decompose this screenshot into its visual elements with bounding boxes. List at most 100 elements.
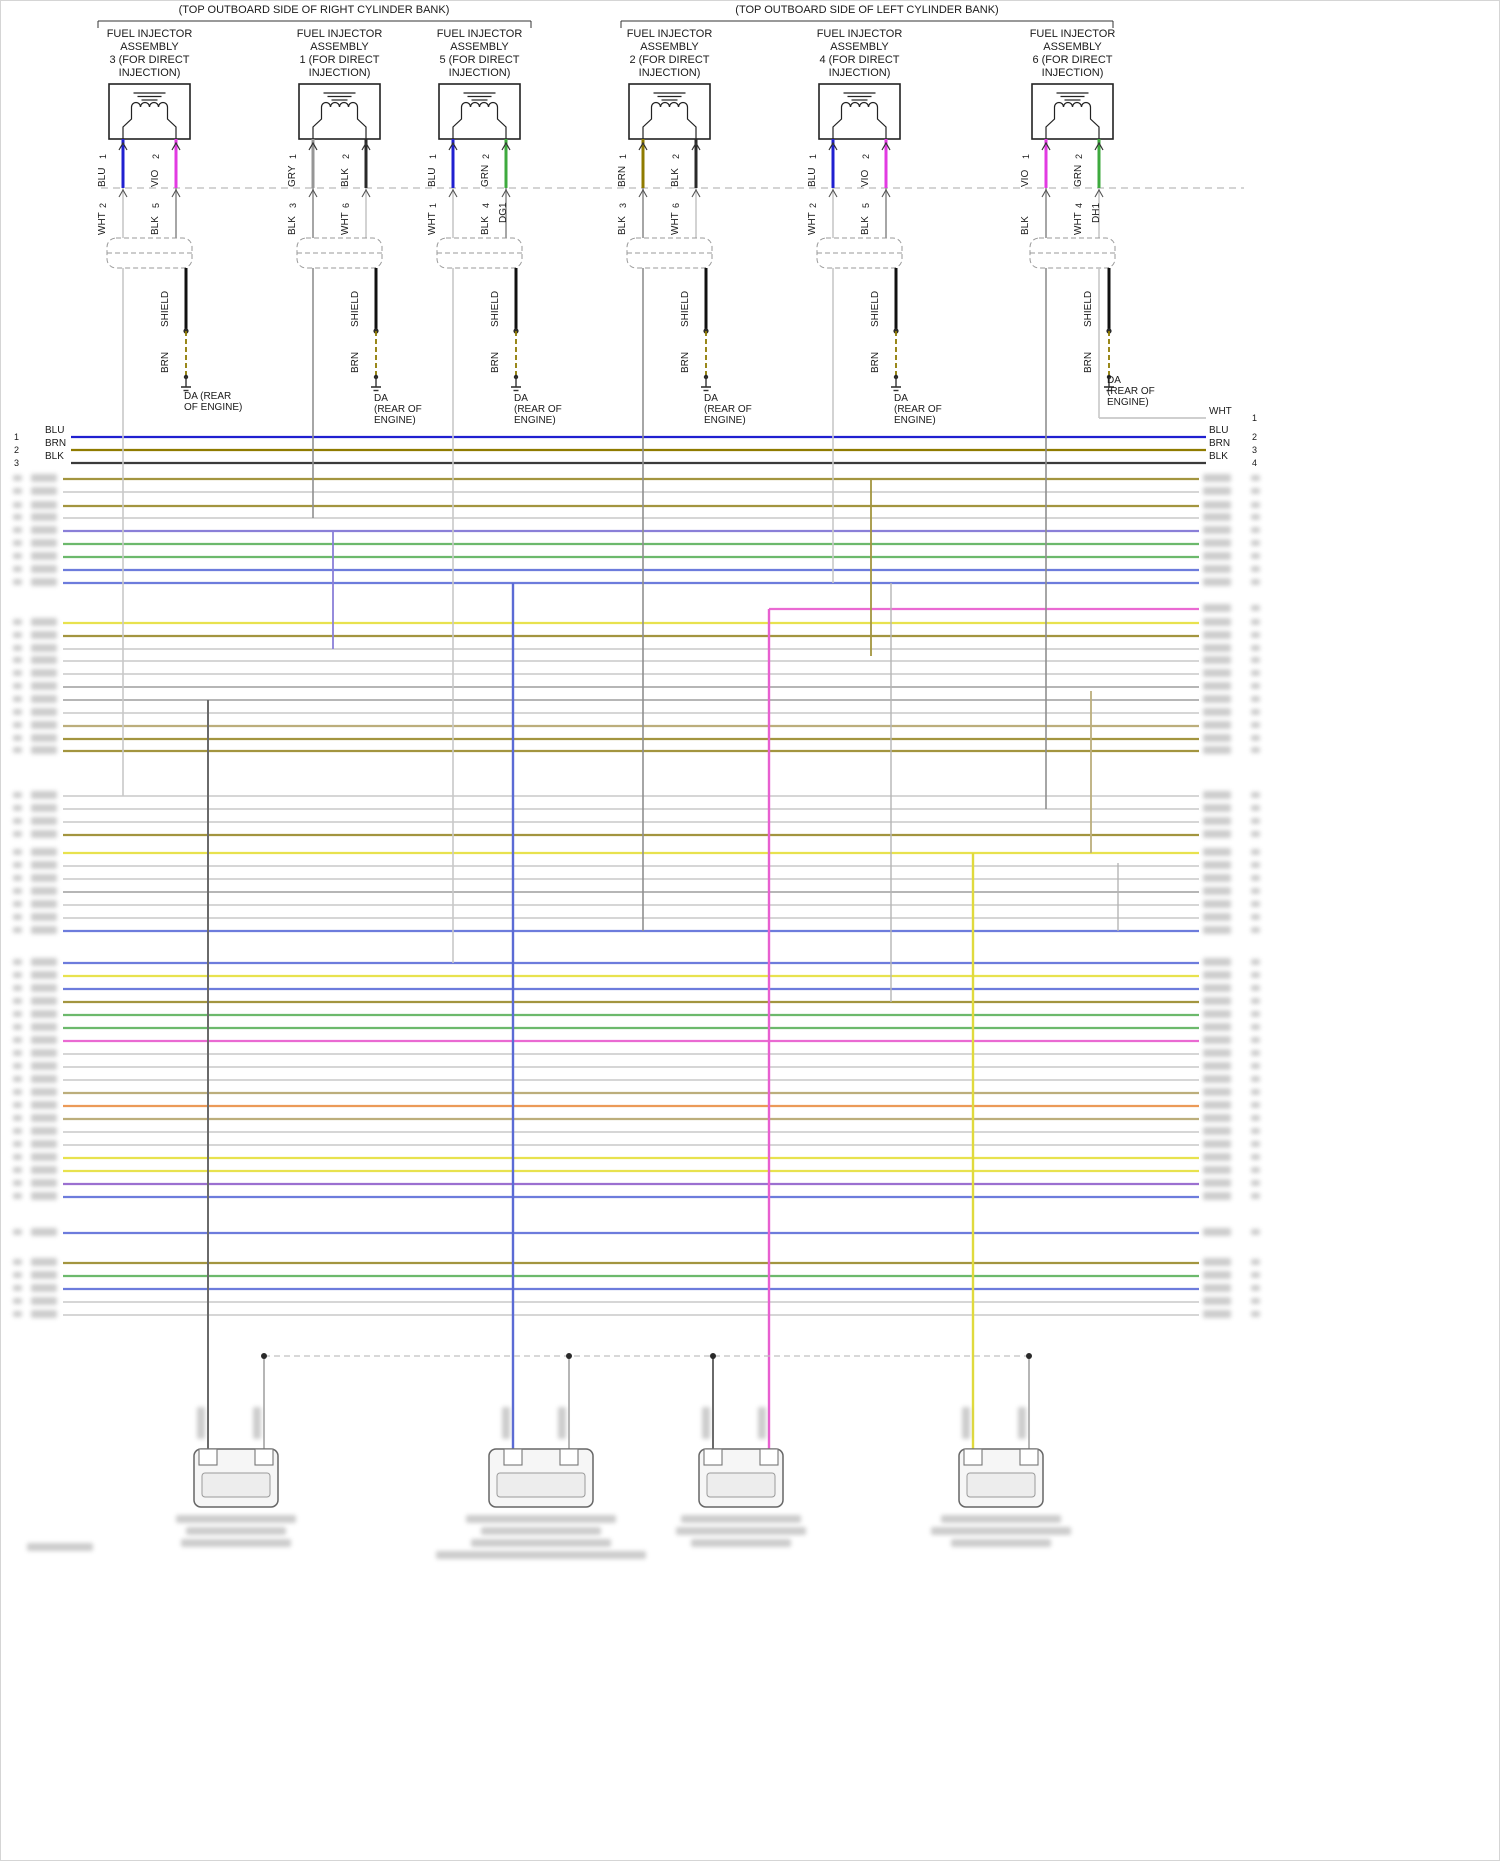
blurred-text-stub [1203, 552, 1231, 560]
injector-title-line: FUEL INJECTOR [816, 28, 903, 40]
blurred-text-stub [1203, 746, 1231, 754]
blurred-text-stub [31, 1049, 57, 1057]
blurred-text-stub [31, 1284, 57, 1292]
blurred-text-stub [1203, 971, 1231, 979]
blurred-text-stub [1203, 721, 1231, 729]
blurred-text-stub [1203, 1153, 1231, 1161]
blurred-text-stub [1251, 488, 1260, 494]
blurred-text-stub [1203, 1179, 1231, 1187]
harness-color-label: WHT [340, 212, 351, 235]
pin-number: 2 [671, 153, 681, 159]
coil-lead [166, 107, 177, 139]
blurred-text-stub [31, 1010, 57, 1018]
blurred-text-stub [1203, 1114, 1231, 1122]
blurred-text-stub [1203, 1192, 1231, 1200]
ground-location-line: ENGINE) [894, 415, 936, 426]
blurred-text-stub [1203, 631, 1231, 639]
blurred-text-stub [31, 804, 57, 812]
blurred-text-stub [1251, 527, 1260, 533]
blurred-text-stub [31, 1062, 57, 1070]
blurred-text-stub [1251, 862, 1260, 868]
blurred-text-stub [1203, 791, 1231, 799]
blurred-text-stub [1203, 474, 1231, 482]
coil-winding [1053, 101, 1092, 108]
blurred-text-stub [31, 887, 57, 895]
blurred-text-stub [1203, 848, 1231, 856]
blurred-text-stub [1203, 513, 1231, 521]
blurred-text-stub [1251, 722, 1260, 728]
blurred-text-stub [13, 502, 22, 508]
blurred-text-stub [1251, 735, 1260, 741]
blurred-text-stub [31, 1271, 57, 1279]
harness-pin-number: 4 [1074, 202, 1084, 208]
blurred-text-stub [481, 1527, 601, 1535]
pin-arrow [691, 141, 701, 151]
blurred-text-stub [1203, 1062, 1231, 1070]
blurred-text-stub [1251, 998, 1260, 1004]
blurred-text-stub [31, 1228, 57, 1236]
blurred-text-stub [1203, 1284, 1231, 1292]
injector-box [818, 83, 901, 140]
injector-title-line: FUEL INJECTOR [626, 28, 713, 40]
blurred-text-stub [1203, 644, 1231, 652]
blurred-text-stub [1251, 475, 1260, 481]
blurred-text-stub [31, 913, 57, 921]
blurred-text-stub [31, 958, 57, 966]
blurred-text-stub [13, 862, 22, 868]
blurred-text-stub [962, 1407, 970, 1439]
blurred-text-stub [1251, 657, 1260, 663]
connector-body [496, 1472, 586, 1498]
injector-title-line: 6 (FOR DIRECT [1032, 54, 1113, 66]
blurred-text-stub [31, 817, 57, 825]
blurred-text-stub [31, 1153, 57, 1161]
pin-arrow [881, 141, 891, 151]
blurred-text-stub [13, 849, 22, 855]
blurred-text-stub [31, 1140, 57, 1148]
connector-pin [759, 1448, 779, 1466]
shield-label: SHIELD [490, 290, 501, 327]
injector-title-line: ASSEMBLY [640, 41, 699, 53]
connector-pin [503, 1448, 523, 1466]
blurred-text-stub [31, 656, 57, 664]
blurred-text-stub [31, 501, 57, 509]
blurred-text-stub [31, 848, 57, 856]
coil-lead [832, 107, 843, 139]
blurred-text-stub [13, 998, 22, 1004]
blurred-text-stub [758, 1407, 766, 1439]
blurred-text-stub [1251, 1272, 1260, 1278]
ground-location-line: DA (REAR [184, 391, 232, 402]
blurred-text-stub [13, 914, 22, 920]
blurred-text-stub [1251, 1011, 1260, 1017]
blurred-text-stub [31, 474, 57, 482]
injector-title-line: 3 (FOR DIRECT [109, 54, 190, 66]
blurred-text-stub [13, 1115, 22, 1121]
blurred-text-stub [1251, 888, 1260, 894]
connector-arrow [691, 188, 701, 198]
blurred-text-stub [13, 1311, 22, 1317]
blurred-text-stub [13, 645, 22, 651]
blurred-text-stub [1203, 1010, 1231, 1018]
injector-title-line: 1 (FOR DIRECT [299, 54, 380, 66]
blurred-text-stub [13, 792, 22, 798]
blurred-text-stub [1251, 985, 1260, 991]
injector-box [108, 83, 191, 140]
coil-lead [312, 107, 323, 139]
ground-location-line: OF ENGINE) [184, 402, 243, 413]
bus-label-left: BLK [45, 451, 64, 462]
blurred-text-stub [1251, 1180, 1260, 1186]
connector-pin [963, 1448, 983, 1466]
harness-color-label: BLK [1020, 216, 1031, 235]
ground-location-line: DA [894, 393, 908, 404]
pin-number: 2 [1074, 153, 1084, 159]
pin-number: 2 [341, 153, 351, 159]
circuit-tag: DG1 [498, 202, 509, 223]
blurred-text-stub [1251, 605, 1260, 611]
blurred-text-stub [13, 670, 22, 676]
injector-title-line: FUEL INJECTOR [1029, 28, 1116, 40]
harness-pin-number: 6 [341, 202, 351, 208]
connector-arrow [881, 188, 891, 198]
blurred-text-stub [1251, 502, 1260, 508]
blurred-text-stub [1251, 696, 1260, 702]
